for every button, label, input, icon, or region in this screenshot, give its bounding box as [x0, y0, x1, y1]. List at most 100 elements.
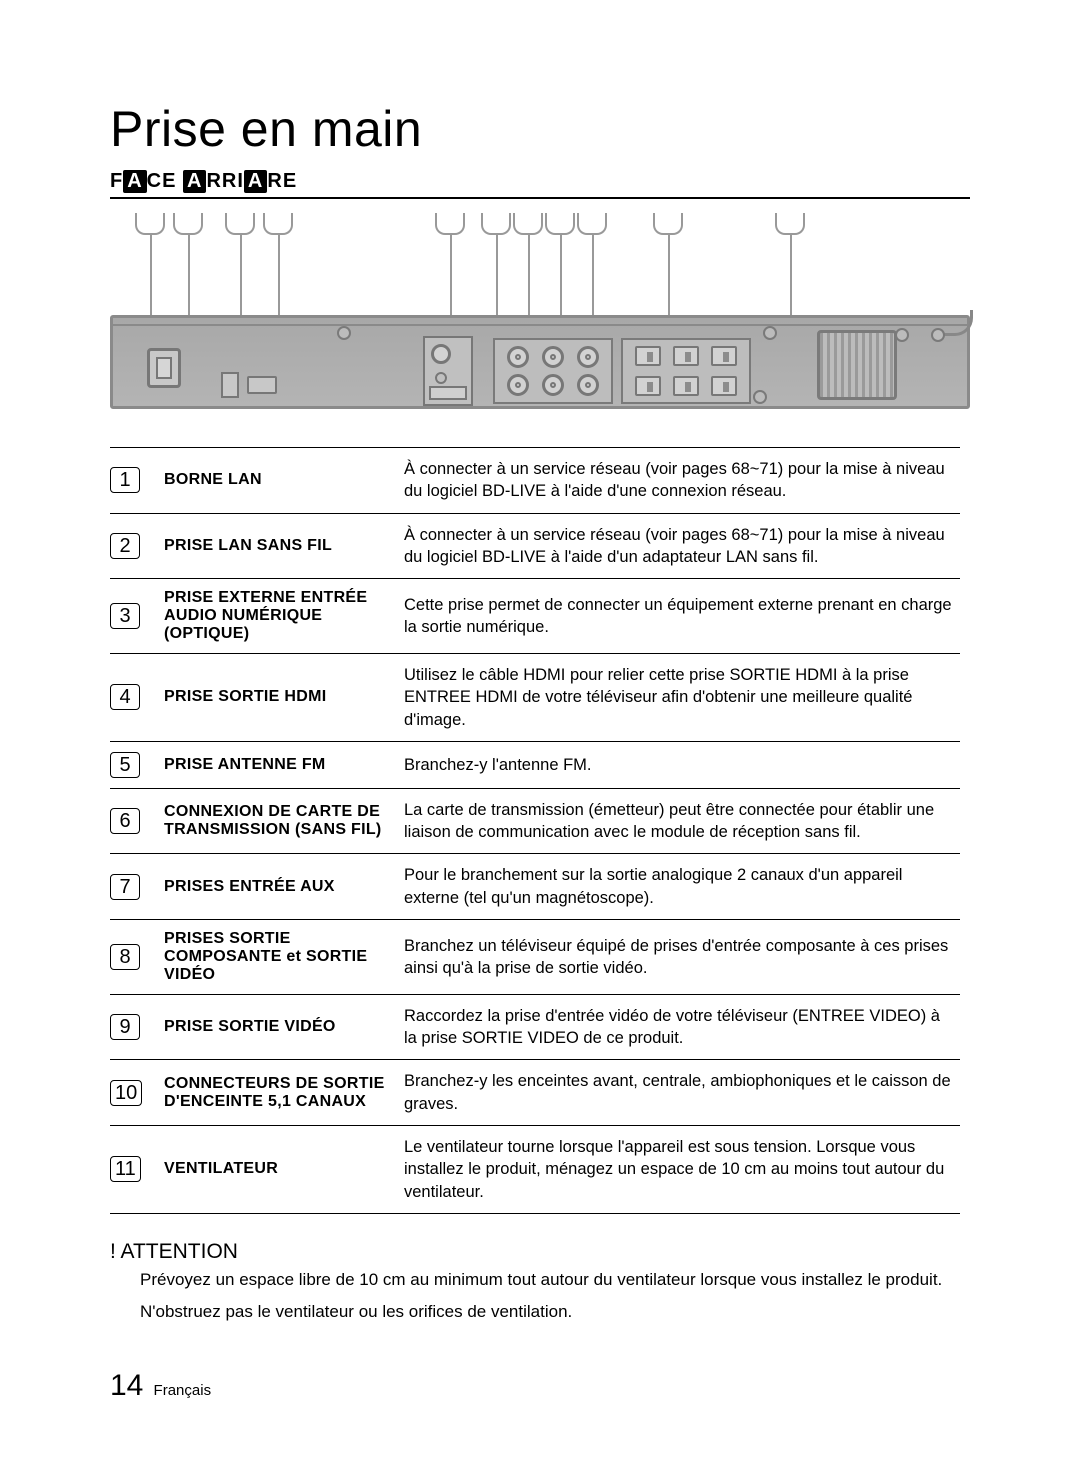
page-title: Prise en main: [110, 100, 970, 158]
table-row: 10CONNECTEURS DE SORTIE D'ENCEINTE 5,1 C…: [110, 1060, 960, 1126]
port-graphic: [221, 372, 239, 398]
row-number-cell: 10: [110, 1060, 156, 1126]
optical-jack-graphic: [431, 344, 451, 364]
row-number-cell: 1: [110, 448, 156, 514]
connector-name: PRISE SORTIE HDMI: [156, 654, 396, 742]
row-number-cell: 8: [110, 919, 156, 994]
callout-leader-line: [188, 235, 190, 321]
row-number: 6: [110, 808, 140, 834]
page-number: 14: [110, 1369, 143, 1402]
attention-line: Prévoyez un espace libre de 10 cm au min…: [140, 1268, 970, 1292]
connector-name: PRISES SORTIE COMPOSANTE et SORTIE VIDÉO: [156, 919, 396, 994]
rca-jack-graphic: [507, 346, 529, 368]
row-number-cell: 6: [110, 788, 156, 854]
connector-name: PRISE ANTENNE FM: [156, 741, 396, 788]
connector-name: PRISE LAN SANS FIL: [156, 513, 396, 579]
row-number: 1: [110, 467, 140, 493]
footer-language: Français: [154, 1382, 212, 1399]
callout-leader-line: [496, 235, 498, 321]
table-row: 9 PRISE SORTIE VIDÉORaccordez la prise d'…: [110, 994, 960, 1060]
callout-leader-line: [150, 235, 152, 321]
row-number: 3: [110, 603, 140, 629]
callout-tab: [513, 213, 543, 235]
table-row: 8 PRISES SORTIE COMPOSANTE et SORTIE VIDÉ…: [110, 919, 960, 994]
connector-name: PRISES ENTRÉE AUX: [156, 854, 396, 920]
callout-leader-line: [278, 235, 280, 321]
connector-description: Cette prise permet de connecter un équip…: [396, 579, 960, 654]
small-ports-group: [221, 372, 277, 398]
callout-tab: [577, 213, 607, 235]
subhead-word: F: [110, 170, 123, 192]
row-number-cell: 3: [110, 579, 156, 654]
callout-tab: [225, 213, 255, 235]
page-footer: 14 Français: [110, 1369, 211, 1403]
speaker-terminal-graphic: [673, 376, 699, 396]
connector-description: Branchez un téléviseur équipé de prises …: [396, 919, 960, 994]
callout-leader-line: [560, 235, 562, 321]
rear-panel-diagram: [110, 213, 970, 409]
callout-leader-line: [668, 235, 670, 321]
row-number-cell: 4: [110, 654, 156, 742]
connector-description: Branchez-y les enceintes avant, centrale…: [396, 1060, 960, 1126]
speaker-terminal-graphic: [635, 346, 661, 366]
connector-name: CONNEXION DE CARTE DE TRANSMISSION (SANS…: [156, 788, 396, 854]
row-number: 2: [110, 533, 140, 559]
lan-port-graphic: [147, 348, 181, 388]
attention-body: Prévoyez un espace libre de 10 cm au min…: [140, 1268, 970, 1324]
connector-name: BORNE LAN: [156, 448, 396, 514]
speaker-terminal-graphic: [635, 376, 661, 396]
section-rule: [110, 197, 970, 199]
callout-tab: [653, 213, 683, 235]
row-number: 4: [110, 684, 140, 710]
row-number: 5: [110, 752, 140, 778]
row-number: 10: [110, 1080, 142, 1106]
mid-panel-graphic: [423, 336, 473, 406]
connector-description: Utilisez le câble HDMI pour relier cette…: [396, 654, 960, 742]
row-number: 11: [110, 1156, 141, 1182]
callout-leader-line: [450, 235, 452, 321]
table-row: 11VENTILATEURLe ventilateur tourne lorsq…: [110, 1125, 960, 1213]
table-row: 3PRISE EXTERNE ENTRÉE AUDIO NUMÉRIQUE (O…: [110, 579, 960, 654]
device-rear-panel: [110, 315, 970, 409]
rca-jack-graphic: [577, 346, 599, 368]
subhead-word: RRI: [206, 170, 243, 192]
row-number-cell: 5: [110, 741, 156, 788]
subhead-box: A: [183, 170, 206, 193]
row-number: 7: [110, 874, 140, 900]
row-number-cell: 9: [110, 994, 156, 1060]
attention-line: N'obstruez pas le ventilateur ou les ori…: [140, 1300, 970, 1324]
rca-jack-graphic: [542, 346, 564, 368]
callout-leader-line: [528, 235, 530, 321]
screw-icon: [435, 372, 447, 384]
callout-tab: [173, 213, 203, 235]
connector-name: PRISE SORTIE VIDÉO: [156, 994, 396, 1060]
connector-name: VENTILATEUR: [156, 1125, 396, 1213]
rca-jack-graphic: [542, 374, 564, 396]
speaker-terminal-graphic: [711, 346, 737, 366]
warning-icon: !: [110, 1240, 116, 1263]
callout-labels-row: [110, 213, 970, 315]
page: Prise en main FACE ARRIARE: [0, 0, 1080, 1479]
attention-heading: ! ATTENTION: [110, 1240, 970, 1264]
row-number: 9: [110, 1014, 140, 1040]
table-row: 7PRISES ENTRÉE AUXPour le branchement su…: [110, 854, 960, 920]
subhead-word: CE: [147, 170, 183, 192]
attention-block: ! ATTENTION Prévoyez un espace libre de …: [110, 1240, 970, 1324]
speaker-terminal-graphic: [711, 376, 737, 396]
screw-icon: [763, 326, 777, 340]
screw-icon: [895, 328, 909, 342]
callout-tab: [135, 213, 165, 235]
connector-description: Raccordez la prise d'entrée vidéo de vot…: [396, 994, 960, 1060]
card-slot-graphic: [429, 386, 467, 400]
table-row: 2PRISE LAN SANS FILÀ connecter à un serv…: [110, 513, 960, 579]
callout-leader-line: [240, 235, 242, 321]
speaker-terminal-graphic: [673, 346, 699, 366]
subhead-box: A: [123, 170, 146, 193]
attention-label: ATTENTION: [121, 1240, 238, 1263]
row-number: 8: [110, 944, 140, 970]
row-number-cell: 11: [110, 1125, 156, 1213]
rca-jack-graphic: [577, 374, 599, 396]
rca-panel-graphic: [493, 338, 613, 404]
screw-icon: [337, 326, 351, 340]
callout-tab: [263, 213, 293, 235]
